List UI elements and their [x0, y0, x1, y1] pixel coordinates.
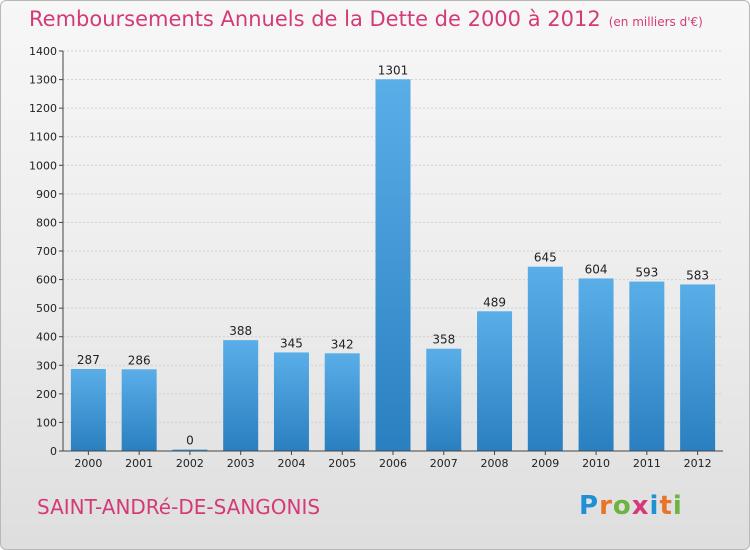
- x-tick-label: 2012: [684, 457, 712, 470]
- bar: [273, 352, 309, 451]
- y-tick-label: 900: [36, 188, 57, 201]
- y-tick-label: 600: [36, 274, 57, 287]
- y-tick-label: 200: [36, 388, 57, 401]
- y-tick-label: 100: [36, 416, 57, 429]
- logo-letter: t: [659, 491, 673, 521]
- bar: [426, 348, 462, 451]
- x-tick-label: 2001: [125, 457, 153, 470]
- data-label: 287: [77, 353, 100, 367]
- logo-letter: r: [599, 491, 613, 521]
- x-tick-label: 2011: [633, 457, 661, 470]
- y-tick-label: 1300: [29, 74, 57, 87]
- logo-letter: x: [631, 491, 650, 521]
- grid-lines: [59, 50, 723, 455]
- data-label: 345: [280, 336, 303, 350]
- data-label: 583: [686, 268, 709, 282]
- data-label: 286: [128, 353, 151, 367]
- y-tick-label: 1200: [29, 102, 57, 115]
- data-label: 358: [432, 333, 455, 347]
- bar: [680, 284, 716, 451]
- x-tick-label: 2000: [74, 457, 102, 470]
- logo-letter: i: [649, 491, 660, 521]
- data-label: 388: [229, 324, 252, 338]
- x-tick-label: 2010: [582, 457, 610, 470]
- bar: [172, 449, 208, 451]
- y-tick-label: 1100: [29, 131, 57, 144]
- proxiti-logo: Proxiti: [579, 491, 683, 521]
- bar: [629, 281, 665, 451]
- data-label: 593: [635, 266, 658, 280]
- y-tick-label: 1400: [29, 45, 57, 58]
- data-label: 604: [585, 262, 608, 276]
- x-tick-label: 2007: [430, 457, 458, 470]
- y-tick-label: 400: [36, 331, 57, 344]
- data-label: 0: [186, 434, 194, 448]
- bars: [70, 79, 716, 452]
- logo-letter: i: [672, 491, 683, 521]
- data-label: 1301: [378, 63, 409, 77]
- axes: [62, 51, 723, 452]
- logo-letter: P: [579, 491, 600, 521]
- data-labels: 287 286 0 388 345 342 1301 358 489 645 604 593 583: [77, 63, 709, 447]
- bar: [223, 340, 259, 451]
- chart-title-text: Remboursements Annuels de la Dette de 20…: [29, 7, 601, 31]
- x-tick-label: 2008: [481, 457, 509, 470]
- bar: [578, 278, 614, 451]
- data-label: 645: [534, 251, 557, 265]
- y-tick-labels: 0 100 200 300 400 500 600 700 800 900 1000 1100 1200…: [29, 45, 57, 458]
- x-tick-label: 2005: [328, 457, 356, 470]
- commune-name: SAINT-ANDRé-DE-SANGONIS: [37, 495, 321, 519]
- y-tick-label: 800: [36, 216, 57, 229]
- x-tick-label: 2006: [379, 457, 407, 470]
- bar: [70, 369, 106, 451]
- x-tick-label: 2002: [176, 457, 204, 470]
- chart-unit: (en milliers d'€): [608, 15, 703, 29]
- y-tick-label: 1000: [29, 159, 57, 172]
- x-tick-label: 2009: [531, 457, 559, 470]
- data-label: 342: [331, 337, 354, 351]
- bar: [324, 353, 360, 451]
- x-tick-labels: 2000 2001 2002 2003 2004 2005 2006 2007 2008 2009…: [74, 457, 711, 470]
- x-tick-label: 2003: [227, 457, 255, 470]
- chart-title: Remboursements Annuels de la Dette de 20…: [29, 7, 703, 31]
- bar: [477, 311, 513, 451]
- bar: [527, 266, 563, 451]
- data-label: 489: [483, 295, 506, 309]
- logo-letter: o: [612, 491, 632, 521]
- y-tick-label: 500: [36, 302, 57, 315]
- bar: [121, 369, 157, 451]
- x-tick-label: 2004: [277, 457, 305, 470]
- y-tick-label: 0: [50, 445, 57, 458]
- y-tick-label: 700: [36, 245, 57, 258]
- y-tick-label: 300: [36, 359, 57, 372]
- bar: [375, 79, 411, 452]
